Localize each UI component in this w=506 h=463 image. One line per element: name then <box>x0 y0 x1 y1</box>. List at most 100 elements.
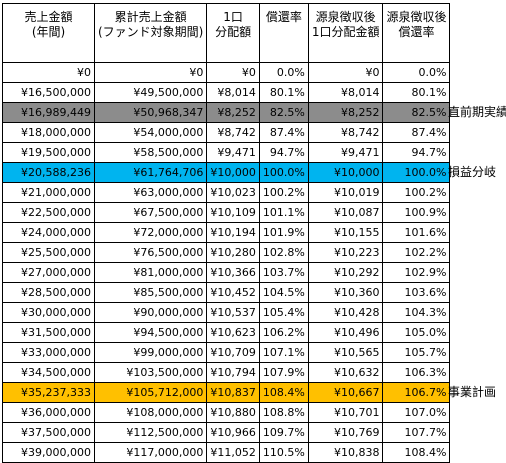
after-tax-redemption-cell[interactable]: 107.0% <box>382 402 451 423</box>
cumulative-sales-cell[interactable]: ¥72,000,000 <box>93 222 208 243</box>
after-tax-distribution-cell[interactable]: ¥8,252 <box>307 102 384 123</box>
annual-sales-cell[interactable]: ¥20,588,236 <box>2 162 95 183</box>
after-tax-redemption-cell[interactable]: 100.0% <box>382 162 451 183</box>
cumulative-sales-cell[interactable]: ¥76,500,000 <box>93 242 208 263</box>
after-tax-distribution-cell[interactable]: ¥8,014 <box>307 82 384 103</box>
annual-sales-cell[interactable]: ¥22,500,000 <box>2 202 95 223</box>
distribution-cell[interactable]: ¥10,109 <box>206 202 260 223</box>
annual-sales-cell[interactable]: ¥19,500,000 <box>2 142 95 163</box>
annual-sales-cell[interactable]: ¥35,237,333 <box>2 382 95 403</box>
cumulative-sales-cell[interactable]: ¥85,500,000 <box>93 282 208 303</box>
cumulative-sales-cell[interactable]: ¥103,500,000 <box>93 362 208 383</box>
cumulative-sales-cell[interactable]: ¥99,000,000 <box>93 342 208 363</box>
cumulative-sales-cell[interactable]: ¥90,000,000 <box>93 302 208 323</box>
annual-sales-cell[interactable]: ¥31,500,000 <box>2 322 95 343</box>
annual-sales-cell[interactable]: ¥0 <box>2 62 95 83</box>
after-tax-redemption-cell[interactable]: 102.2% <box>382 242 451 263</box>
after-tax-redemption-cell[interactable]: 101.6% <box>382 222 451 243</box>
after-tax-redemption-cell[interactable]: 106.7% <box>382 382 451 403</box>
redemption-rate-cell[interactable]: 108.4% <box>258 382 309 403</box>
after-tax-distribution-cell[interactable]: ¥10,565 <box>307 342 384 363</box>
after-tax-distribution-cell[interactable]: ¥10,769 <box>307 422 384 443</box>
cumulative-sales-cell[interactable]: ¥94,500,000 <box>93 322 208 343</box>
after-tax-redemption-cell[interactable]: 94.7% <box>382 142 451 163</box>
redemption-rate-cell[interactable]: 103.7% <box>258 262 309 283</box>
distribution-cell[interactable]: ¥10,880 <box>206 402 260 423</box>
after-tax-redemption-cell[interactable]: 104.3% <box>382 302 451 323</box>
redemption-rate-cell[interactable]: 109.7% <box>258 422 309 443</box>
after-tax-redemption-cell[interactable]: 87.4% <box>382 122 451 143</box>
cumulative-sales-cell[interactable]: ¥50,968,347 <box>93 102 208 123</box>
redemption-rate-cell[interactable]: 107.9% <box>258 362 309 383</box>
distribution-cell[interactable]: ¥10,966 <box>206 422 260 443</box>
after-tax-redemption-cell[interactable]: 103.6% <box>382 282 451 303</box>
redemption-rate-cell[interactable]: 104.5% <box>258 282 309 303</box>
redemption-rate-cell[interactable]: 105.4% <box>258 302 309 323</box>
annual-sales-cell[interactable]: ¥34,500,000 <box>2 362 95 383</box>
after-tax-distribution-cell[interactable]: ¥8,742 <box>307 122 384 143</box>
after-tax-redemption-cell[interactable]: 100.9% <box>382 202 451 223</box>
redemption-rate-cell[interactable]: 87.4% <box>258 122 309 143</box>
after-tax-distribution-cell[interactable]: ¥10,223 <box>307 242 384 263</box>
distribution-cell[interactable]: ¥10,452 <box>206 282 260 303</box>
redemption-rate-cell[interactable]: 100.2% <box>258 182 309 203</box>
annual-sales-cell[interactable]: ¥39,000,000 <box>2 442 95 463</box>
after-tax-distribution-cell[interactable]: ¥10,155 <box>307 222 384 243</box>
after-tax-redemption-cell[interactable]: 105.0% <box>382 322 451 343</box>
after-tax-distribution-cell[interactable]: ¥10,496 <box>307 322 384 343</box>
redemption-rate-cell[interactable]: 0.0% <box>258 62 309 83</box>
redemption-rate-cell[interactable]: 107.1% <box>258 342 309 363</box>
after-tax-redemption-cell[interactable]: 82.5% <box>382 102 451 123</box>
annual-sales-cell[interactable]: ¥24,000,000 <box>2 222 95 243</box>
after-tax-distribution-cell[interactable]: ¥10,000 <box>307 162 384 183</box>
cumulative-sales-cell[interactable]: ¥58,500,000 <box>93 142 208 163</box>
distribution-cell[interactable]: ¥11,052 <box>206 442 260 463</box>
redemption-rate-cell[interactable]: 82.5% <box>258 102 309 123</box>
redemption-rate-cell[interactable]: 100.0% <box>258 162 309 183</box>
cumulative-sales-cell[interactable]: ¥61,764,706 <box>93 162 208 183</box>
distribution-cell[interactable]: ¥10,837 <box>206 382 260 403</box>
after-tax-redemption-cell[interactable]: 105.7% <box>382 342 451 363</box>
redemption-rate-cell[interactable]: 80.1% <box>258 82 309 103</box>
annual-sales-cell[interactable]: ¥28,500,000 <box>2 282 95 303</box>
after-tax-redemption-cell[interactable]: 106.3% <box>382 362 451 383</box>
distribution-cell[interactable]: ¥8,252 <box>206 102 260 123</box>
redemption-rate-cell[interactable]: 110.5% <box>258 442 309 463</box>
after-tax-distribution-cell[interactable]: ¥0 <box>307 62 384 83</box>
distribution-cell[interactable]: ¥8,014 <box>206 82 260 103</box>
annual-sales-cell[interactable]: ¥16,989,449 <box>2 102 95 123</box>
distribution-cell[interactable]: ¥10,709 <box>206 342 260 363</box>
redemption-rate-cell[interactable]: 108.8% <box>258 402 309 423</box>
redemption-rate-cell[interactable]: 94.7% <box>258 142 309 163</box>
after-tax-redemption-cell[interactable]: 108.4% <box>382 442 451 463</box>
annual-sales-cell[interactable]: ¥30,000,000 <box>2 302 95 323</box>
after-tax-distribution-cell[interactable]: ¥10,632 <box>307 362 384 383</box>
annual-sales-cell[interactable]: ¥33,000,000 <box>2 342 95 363</box>
distribution-cell[interactable]: ¥9,471 <box>206 142 260 163</box>
annual-sales-cell[interactable]: ¥27,000,000 <box>2 262 95 283</box>
redemption-rate-cell[interactable]: 101.9% <box>258 222 309 243</box>
after-tax-distribution-cell[interactable]: ¥10,701 <box>307 402 384 423</box>
after-tax-redemption-cell[interactable]: 102.9% <box>382 262 451 283</box>
distribution-cell[interactable]: ¥10,366 <box>206 262 260 283</box>
distribution-cell[interactable]: ¥8,742 <box>206 122 260 143</box>
cumulative-sales-cell[interactable]: ¥0 <box>93 62 208 83</box>
cumulative-sales-cell[interactable]: ¥54,000,000 <box>93 122 208 143</box>
after-tax-distribution-cell[interactable]: ¥10,360 <box>307 282 384 303</box>
distribution-cell[interactable]: ¥10,194 <box>206 222 260 243</box>
annual-sales-cell[interactable]: ¥37,500,000 <box>2 422 95 443</box>
after-tax-distribution-cell[interactable]: ¥10,292 <box>307 262 384 283</box>
annual-sales-cell[interactable]: ¥36,000,000 <box>2 402 95 423</box>
distribution-cell[interactable]: ¥10,623 <box>206 322 260 343</box>
after-tax-redemption-cell[interactable]: 0.0% <box>382 62 451 83</box>
distribution-cell[interactable]: ¥0 <box>206 62 260 83</box>
cumulative-sales-cell[interactable]: ¥112,500,000 <box>93 422 208 443</box>
cumulative-sales-cell[interactable]: ¥108,000,000 <box>93 402 208 423</box>
distribution-cell[interactable]: ¥10,280 <box>206 242 260 263</box>
distribution-cell[interactable]: ¥10,537 <box>206 302 260 323</box>
cumulative-sales-cell[interactable]: ¥67,500,000 <box>93 202 208 223</box>
redemption-rate-cell[interactable]: 106.2% <box>258 322 309 343</box>
cumulative-sales-cell[interactable]: ¥105,712,000 <box>93 382 208 403</box>
cumulative-sales-cell[interactable]: ¥63,000,000 <box>93 182 208 203</box>
after-tax-distribution-cell[interactable]: ¥10,667 <box>307 382 384 403</box>
